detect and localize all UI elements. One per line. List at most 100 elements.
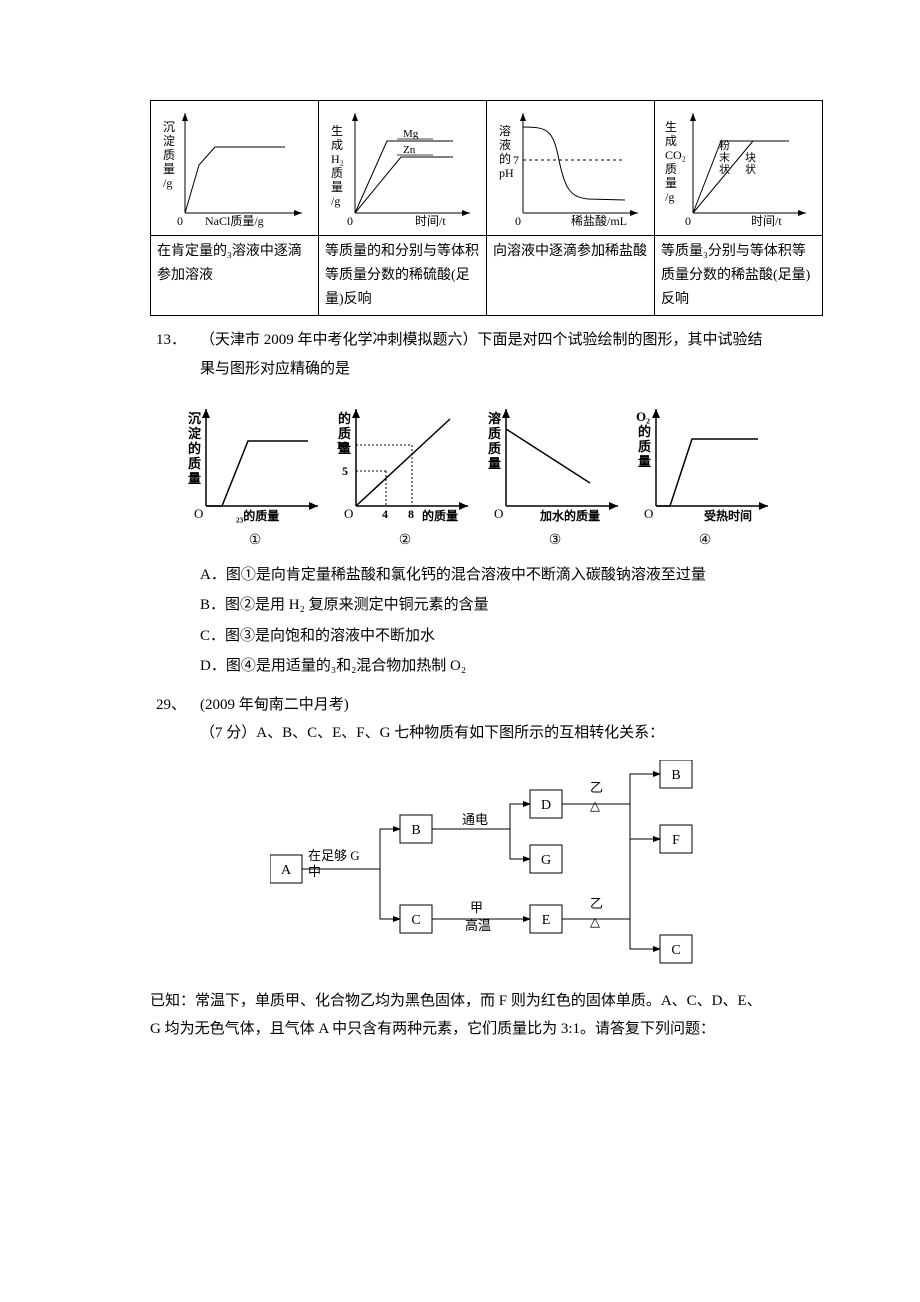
svg-text:0: 0 — [515, 214, 521, 228]
table-caption: 在肯定量的₃溶液中逐滴参加溶液 — [151, 236, 319, 316]
svg-text:CO₂: CO₂ — [665, 148, 686, 162]
svg-text:4: 4 — [382, 507, 388, 521]
svg-text:F: F — [672, 833, 680, 848]
chart-2: 5 10 4 8 的质 量 O 的质量 ② — [330, 401, 480, 555]
xlabel: NaCl质量/g — [205, 214, 264, 228]
chart-label: ② — [330, 528, 480, 555]
svg-text:生: 生 — [331, 124, 343, 138]
question-number: 29、 — [150, 691, 200, 720]
svg-text:沉: 沉 — [188, 411, 201, 426]
svg-text:G: G — [541, 853, 551, 868]
svg-text:/g: /g — [163, 176, 172, 190]
svg-text:₂₃的质量: ₂₃的质量 — [236, 508, 279, 523]
option-c: C．图③是向饱和的溶液中不断加水 — [150, 622, 770, 651]
q13-charts: 沉淀 的质 量 O ₂₃的质量 ① 5 10 4 8 的质 量 O 的质量 ② — [150, 401, 770, 555]
question-number: 13． — [150, 326, 200, 383]
svg-text:稀盐酸/mL: 稀盐酸/mL — [571, 213, 627, 228]
table-chart-4: 粉末状 块状 生成 CO₂质 量/g 0 时间/t — [655, 101, 823, 236]
svg-text:质: 质 — [638, 439, 651, 454]
q29-stem: （7 分）A、B、C、E、F、G 七种物质有如下图所示的互相转化关系： — [150, 719, 770, 748]
svg-text:粉: 粉 — [719, 139, 730, 152]
table-caption: 等质量₃分别与等体积等质量分数的稀盐酸(足量)反响 — [655, 236, 823, 316]
chart-4: O₂的 质量 O 受热时间 ④ — [630, 401, 780, 555]
svg-text:质: 质 — [488, 441, 501, 456]
chart-table: 沉 淀 质 量 /g 0 NaCl质量/g Mg Zn 生成 H₂质 量/g 0… — [150, 100, 823, 316]
svg-text:生: 生 — [665, 120, 677, 134]
svg-text:量: 量 — [188, 471, 201, 486]
svg-text:0: 0 — [347, 214, 353, 228]
svg-text:0: 0 — [685, 214, 691, 228]
svg-text:量: 量 — [163, 162, 175, 176]
svg-text:状: 状 — [745, 162, 756, 176]
svg-text:乙: 乙 — [590, 780, 603, 795]
q29-tail: 已知：常温下，单质甲、化合物乙均为黑色固体，而 F 则为红色的固体单质。A、C、… — [150, 987, 770, 1044]
svg-text:甲: 甲 — [470, 900, 483, 915]
svg-text:量: 量 — [331, 180, 343, 194]
svg-text:在足够 G: 在足够 G — [308, 848, 360, 863]
svg-text:/g: /g — [331, 194, 340, 208]
svg-text:量: 量 — [488, 456, 501, 471]
svg-text:△: △ — [590, 914, 600, 929]
chart-label: ④ — [630, 528, 780, 555]
svg-text:5: 5 — [342, 464, 348, 478]
svg-text:O: O — [344, 506, 353, 521]
svg-text:加水的质量: 加水的质量 — [539, 508, 600, 523]
svg-text:0: 0 — [177, 214, 183, 228]
question-29: 29、 (2009 年甸南二中月考) — [150, 691, 770, 720]
svg-text:量: 量 — [665, 176, 677, 190]
svg-text:淀: 淀 — [163, 134, 175, 148]
option-b: B．图②是用 H₂ 复原来测定中铜元素的含量 — [150, 591, 770, 620]
option-a: A．图①是向肯定量稀盐酸和氯化钙的混合溶液中不断滴入碳酸钠溶液至过量 — [150, 561, 770, 590]
svg-text:B: B — [411, 823, 420, 838]
svg-text:状: 状 — [719, 162, 730, 176]
ylabel: 沉 — [163, 120, 175, 134]
svg-text:末: 末 — [719, 150, 730, 164]
svg-text:质: 质 — [163, 148, 175, 162]
svg-text:的: 的 — [188, 441, 201, 456]
question-stem: （天津市 2009 年中考化学冲刺模拟题六）下面是对四个试验绘制的图形，其中试验… — [200, 326, 770, 383]
svg-text:的: 的 — [499, 151, 511, 166]
svg-text:B: B — [671, 768, 680, 783]
svg-text:C: C — [671, 943, 680, 958]
svg-text:液: 液 — [499, 137, 511, 152]
option-d: D．图④是用适量的₃和₂混合物加热制 O₂ — [150, 652, 770, 681]
svg-text:O: O — [194, 506, 203, 521]
svg-text:溶: 溶 — [499, 123, 511, 138]
svg-text:质: 质 — [188, 456, 201, 471]
svg-text:溶: 溶 — [488, 411, 501, 426]
svg-text:O: O — [494, 506, 503, 521]
svg-text:O₂: O₂ — [636, 409, 650, 424]
svg-text:量: 量 — [638, 454, 651, 469]
question-13: 13． （天津市 2009 年中考化学冲刺模拟题六）下面是对四个试验绘制的图形，… — [150, 326, 770, 383]
svg-text:时间/t: 时间/t — [751, 214, 782, 228]
svg-text:质: 质 — [338, 426, 351, 441]
svg-text:淀: 淀 — [188, 426, 202, 441]
svg-text:成: 成 — [665, 134, 677, 148]
table-caption: 向溶液中逐滴参加稀盐酸 — [487, 236, 655, 316]
svg-text:D: D — [541, 798, 551, 813]
question-head: (2009 年甸南二中月考) — [200, 691, 770, 720]
svg-text:8: 8 — [408, 507, 414, 521]
svg-text:量: 量 — [338, 441, 351, 456]
svg-text:质: 质 — [331, 166, 343, 180]
svg-text:△: △ — [590, 798, 600, 813]
svg-text:的质量: 的质量 — [422, 508, 458, 523]
table-caption: 等质量的和分别与等体积等质量分数的稀硫酸(足量)反响 — [319, 236, 487, 316]
svg-text:Zn: Zn — [403, 144, 416, 156]
svg-text:Mg: Mg — [403, 128, 419, 140]
svg-text:受热时间: 受热时间 — [704, 508, 752, 523]
svg-text:的: 的 — [338, 411, 351, 426]
svg-text:块: 块 — [745, 151, 756, 164]
chart-3: 溶质 质量 O 加水的质量 ③ — [480, 401, 630, 555]
svg-text:乙: 乙 — [590, 896, 603, 911]
table-chart-3: 7 溶液 的pH 0 稀盐酸/mL — [487, 101, 655, 236]
svg-text:高温: 高温 — [465, 918, 491, 933]
svg-text:时间/t: 时间/t — [415, 214, 446, 228]
svg-text:C: C — [411, 913, 420, 928]
svg-text:O: O — [644, 506, 653, 521]
table-chart-2: Mg Zn 生成 H₂质 量/g 0 时间/t — [319, 101, 487, 236]
svg-text:通电: 通电 — [462, 812, 488, 827]
chart-1: 沉淀 的质 量 O ₂₃的质量 ① — [180, 401, 330, 555]
svg-text:pH: pH — [499, 166, 514, 180]
svg-text:H₂: H₂ — [331, 152, 344, 166]
